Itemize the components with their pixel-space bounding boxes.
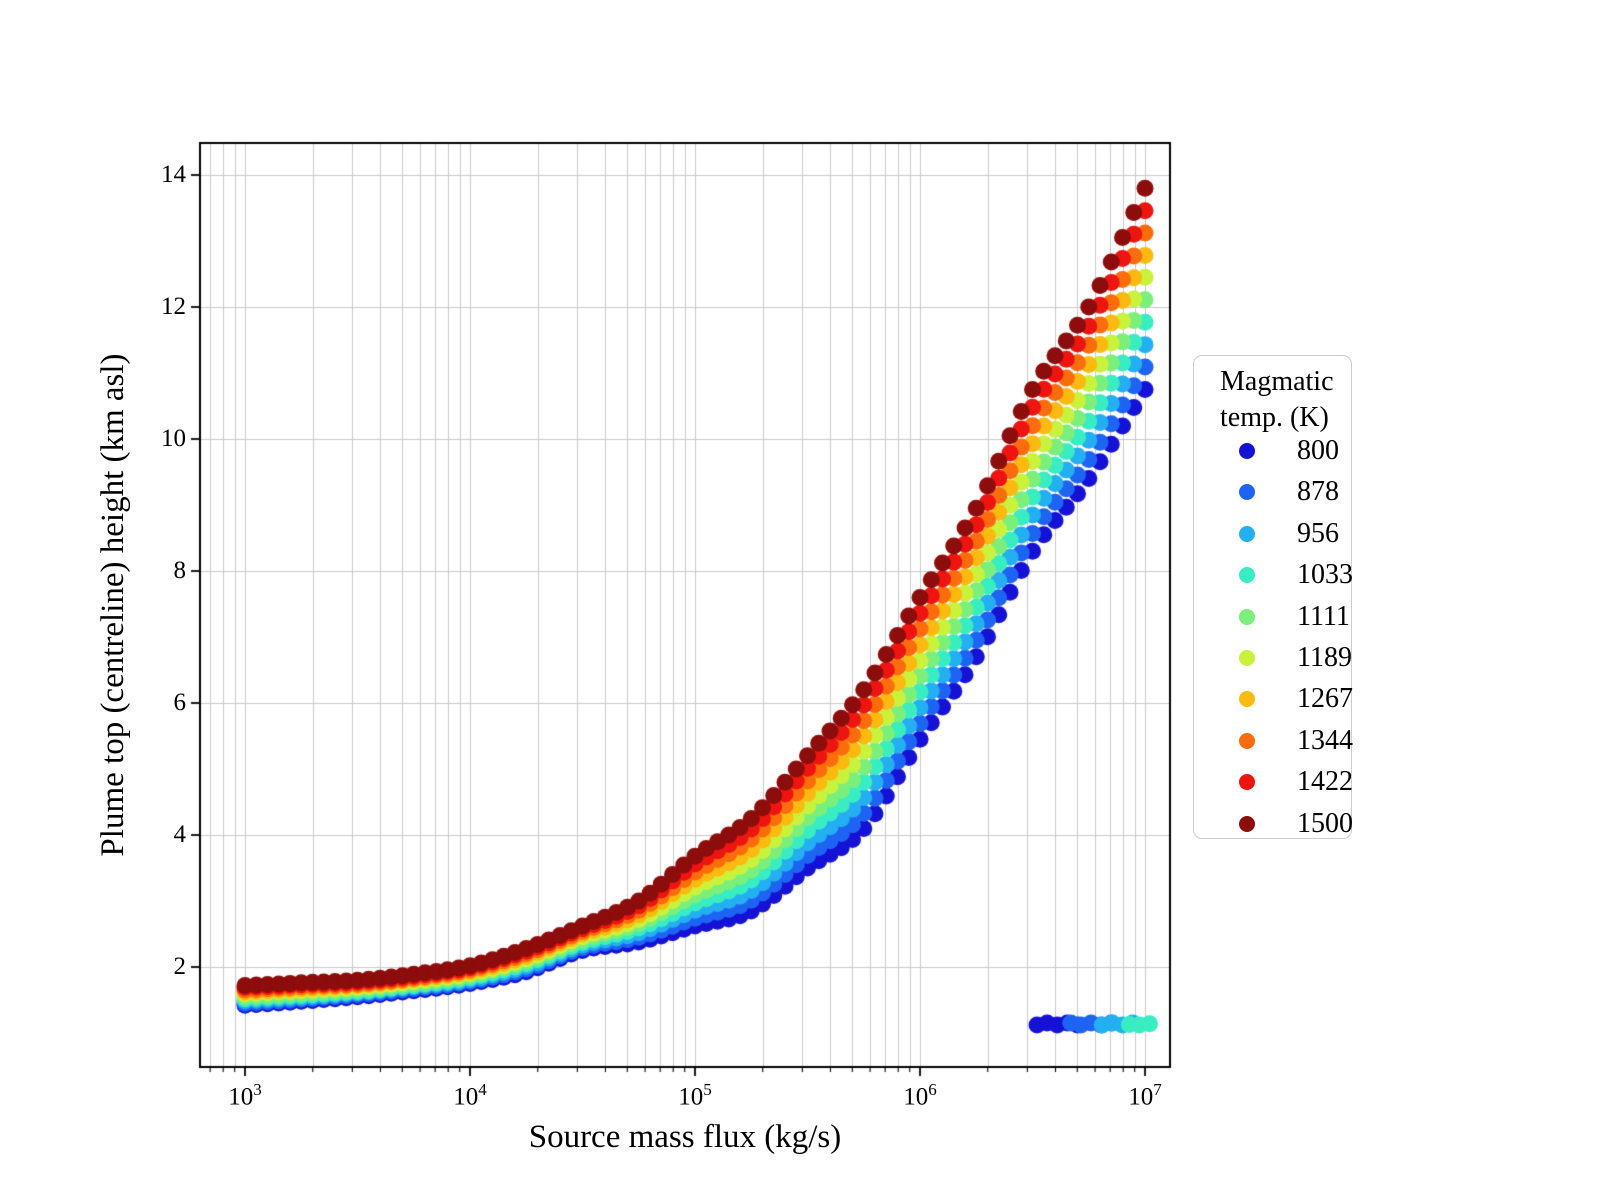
legend-item-956: 956 [1194,517,1351,551]
legend-marker-icon [1239,567,1255,584]
legend-item-1033: 1033 [1194,558,1353,592]
legend-item-1344: 1344 [1194,724,1353,758]
y-tick-label: 2 [173,953,187,980]
legend-item-label: 800 [1297,435,1339,466]
legend: Magmatic temp. (K) 800 878 956 1033 1111 1189… [1193,355,1353,841]
legend-item-1422: 1422 [1194,765,1353,799]
legend-title-line1: Magmatic [1220,366,1334,397]
legend-item-label: 1189 [1297,642,1352,673]
legend-title: Magmatic temp. (K) [1220,364,1334,436]
x-axis-label: Source mass flux (kg/s) [528,1119,842,1155]
x-tick-label: 106 [903,1080,937,1111]
y-axis-label: Plume top (centreline) height (km asl) [95,353,131,857]
legend-item-878: 878 [1194,475,1351,509]
legend-marker-icon [1239,815,1255,832]
legend-marker-icon [1239,484,1255,501]
legend-item-label: 1422 [1297,766,1353,798]
legend-marker-icon [1239,774,1255,791]
legend-item-label: 878 [1297,476,1339,508]
legend-item-label: 956 [1297,517,1339,549]
y-tick-label: 6 [173,689,187,716]
y-tick-label: 12 [161,293,186,320]
legend-marker-icon [1239,732,1255,749]
legend-item-1189: 1189 [1194,641,1352,675]
y-tick-label: 4 [173,821,187,848]
legend-title-line2: temp. (K) [1220,402,1329,433]
legend-marker-icon [1239,443,1255,459]
legend-item-label: 1267 [1297,683,1353,715]
legend-item-label: 1344 [1297,724,1353,756]
legend-item-label: 1033 [1297,559,1353,591]
legend-item-label: 1111 [1297,600,1350,632]
legend-marker-icon [1239,525,1255,542]
legend-item-800: 800 [1194,434,1351,468]
legend-item-1111: 1111 [1194,600,1351,634]
y-tick-label: 10 [161,425,186,452]
x-tick-label: 105 [678,1080,712,1111]
y-tick-label: 8 [173,557,187,584]
legend-marker-icon [1239,608,1255,625]
x-tick-label: 107 [1128,1080,1162,1111]
x-tick-label: 104 [453,1080,487,1111]
legend-marker-icon [1239,691,1255,708]
x-tick-label: 103 [228,1080,262,1111]
legend-item-1267: 1267 [1194,682,1353,716]
y-tick-label: 14 [161,161,186,188]
legend-item-1500: 1500 [1194,807,1353,841]
legend-item-label: 1500 [1297,807,1353,839]
legend-marker-icon [1239,650,1255,666]
